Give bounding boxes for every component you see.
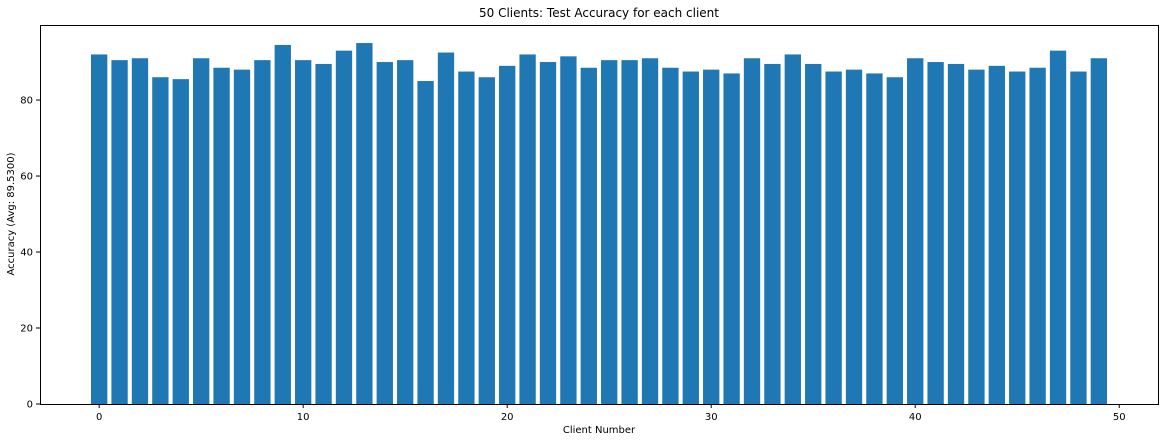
y-tick-label: 20 bbox=[20, 324, 33, 335]
bar-client-33 bbox=[764, 63, 781, 405]
bar-client-47 bbox=[1049, 50, 1067, 405]
bar-client-0 bbox=[91, 54, 108, 405]
bar-client-5 bbox=[193, 58, 210, 405]
bar-client-7 bbox=[233, 69, 251, 405]
x-tick-label: 20 bbox=[501, 412, 514, 423]
plot-frame bbox=[40, 25, 1159, 405]
x-axis-label: Client Number bbox=[563, 425, 636, 436]
bar-client-6 bbox=[213, 67, 230, 405]
bar-client-21 bbox=[519, 54, 536, 405]
bar-client-9 bbox=[274, 44, 291, 405]
bar-client-36 bbox=[825, 71, 842, 405]
x-tick-label: 30 bbox=[705, 412, 718, 423]
bar-client-45 bbox=[1009, 71, 1026, 405]
bar-client-35 bbox=[805, 63, 822, 405]
x-tick-label: 10 bbox=[297, 412, 310, 423]
bar-client-10 bbox=[295, 60, 312, 405]
bar-client-3 bbox=[152, 77, 169, 405]
bar-client-22 bbox=[539, 62, 557, 405]
y-tick-label: 80 bbox=[20, 96, 33, 107]
bar-client-32 bbox=[743, 58, 761, 405]
bar-client-31 bbox=[723, 73, 740, 405]
bar-client-26 bbox=[621, 60, 638, 405]
bar-client-34 bbox=[784, 54, 801, 405]
bar-client-38 bbox=[866, 73, 883, 405]
y-axis-label: Accuracy (Avg: 89.5300) bbox=[6, 152, 17, 275]
chart-title: 50 Clients: Test Accuracy for each clien… bbox=[479, 6, 719, 20]
y-ticks: 0 20 40 60 80 bbox=[20, 96, 40, 411]
bar-client-1 bbox=[111, 60, 128, 405]
bar-client-11 bbox=[315, 63, 332, 405]
bar-client-41 bbox=[927, 62, 944, 405]
y-tick-label: 60 bbox=[20, 172, 33, 183]
bar-client-15 bbox=[397, 60, 414, 405]
bar-client-18 bbox=[458, 71, 475, 405]
x-tick-label: 40 bbox=[909, 412, 922, 423]
bar-client-20 bbox=[499, 65, 516, 405]
bar-client-12 bbox=[335, 50, 353, 405]
bar-client-43 bbox=[968, 69, 985, 405]
bar-client-24 bbox=[580, 67, 597, 405]
bar-client-8 bbox=[254, 60, 271, 405]
bar-client-39 bbox=[886, 77, 903, 405]
bar-client-16 bbox=[417, 81, 434, 405]
bar-client-17 bbox=[437, 52, 455, 405]
y-tick-label: 40 bbox=[20, 248, 33, 259]
bar-client-37 bbox=[845, 69, 863, 405]
bar-client-49 bbox=[1090, 58, 1107, 405]
y-tick-label: 0 bbox=[27, 400, 33, 411]
bar-client-44 bbox=[988, 65, 1005, 405]
x-ticks: 0 10 20 30 40 50 bbox=[96, 404, 1126, 423]
bar-client-40 bbox=[907, 58, 924, 405]
bar-client-2 bbox=[131, 58, 149, 405]
bar-client-29 bbox=[682, 71, 699, 405]
bar-client-13 bbox=[356, 43, 373, 405]
bar-client-19 bbox=[478, 77, 495, 405]
x-tick-label: 0 bbox=[96, 412, 102, 423]
bar-client-4 bbox=[172, 79, 189, 405]
bar-client-42 bbox=[947, 63, 965, 405]
bar-client-28 bbox=[662, 67, 679, 405]
x-tick-label: 50 bbox=[1113, 412, 1126, 423]
bar-client-23 bbox=[560, 56, 577, 405]
bar-client-48 bbox=[1070, 71, 1087, 405]
bar-client-14 bbox=[376, 62, 393, 405]
bar-client-25 bbox=[601, 60, 618, 405]
bars-group bbox=[91, 43, 1107, 405]
bar-client-46 bbox=[1029, 67, 1046, 405]
bar-client-27 bbox=[641, 58, 659, 405]
bar-client-30 bbox=[703, 69, 720, 405]
